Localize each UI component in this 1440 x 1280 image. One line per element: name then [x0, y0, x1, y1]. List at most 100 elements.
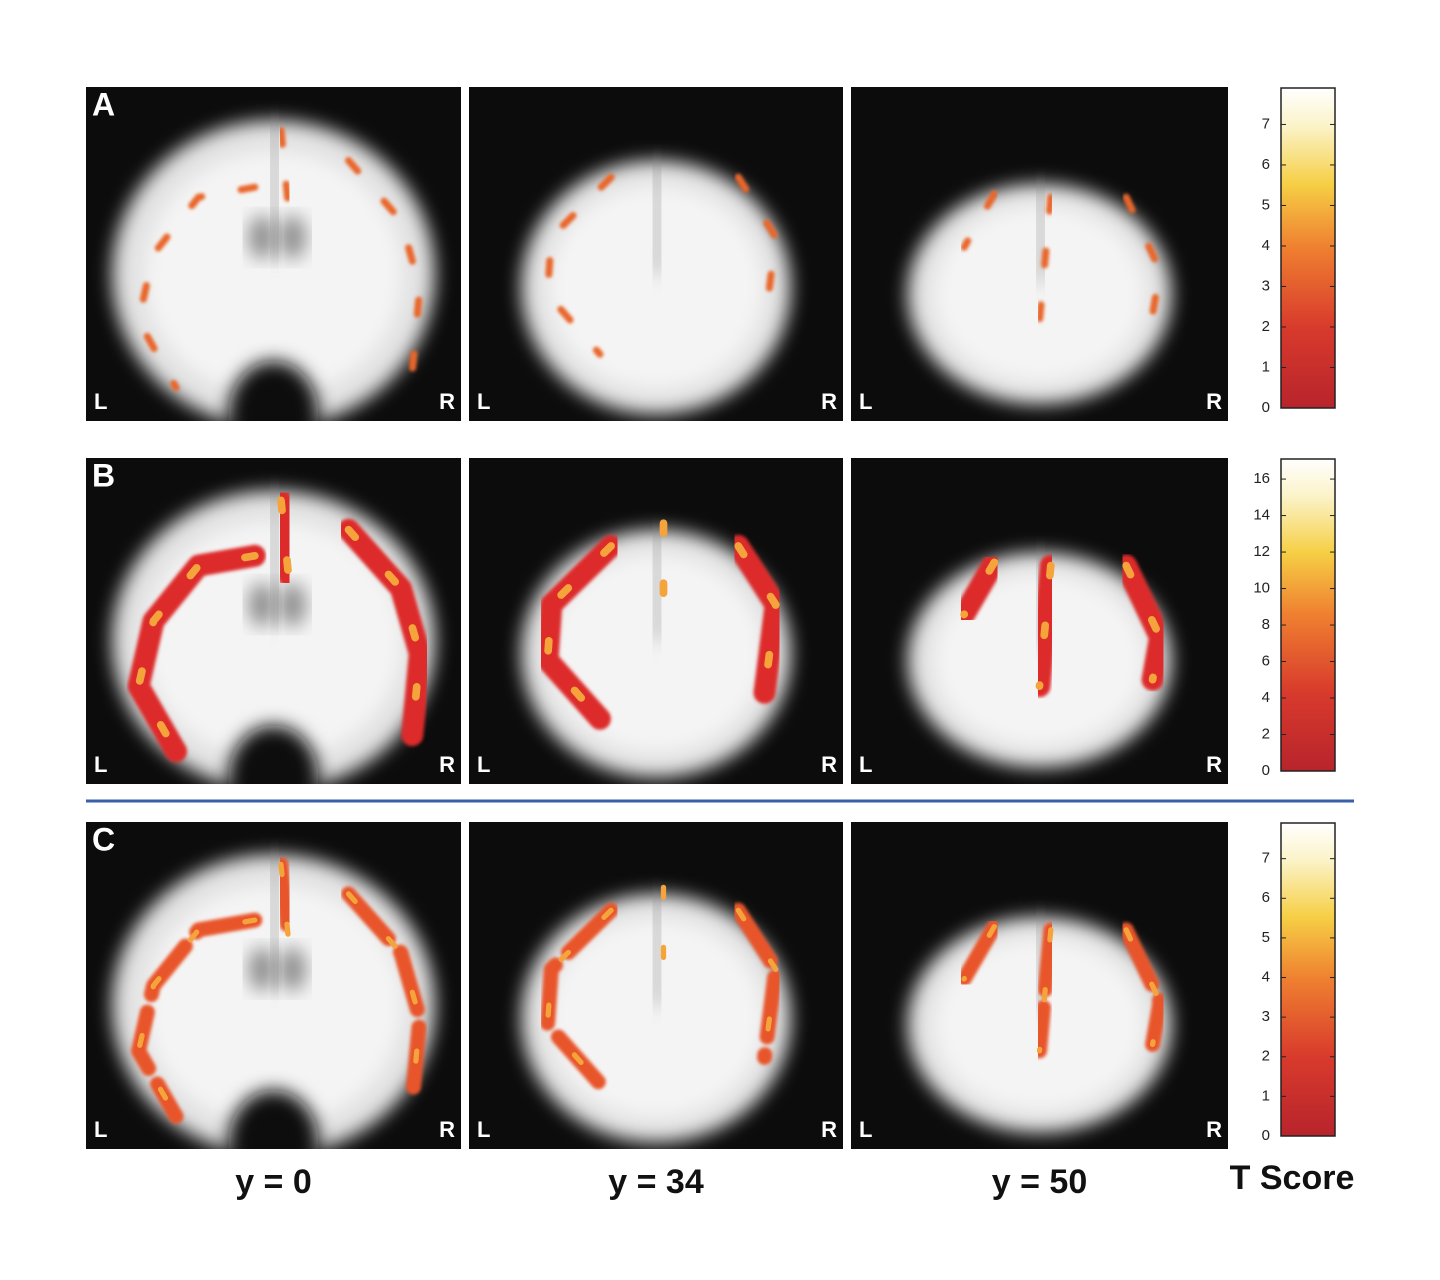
activation — [345, 157, 424, 375]
colorbar-tick-label: 2 — [1262, 1048, 1270, 1065]
brain-core — [144, 884, 403, 1126]
activation-peak — [734, 542, 780, 697]
side-label-left: L — [859, 752, 872, 777]
side-label-right: R — [439, 389, 455, 414]
activation-peak — [345, 891, 423, 1103]
brain-core — [548, 554, 764, 753]
activation-peak — [960, 558, 999, 619]
activation-peak — [961, 923, 997, 982]
brain-panel: L R A — [86, 86, 461, 421]
activation-peak — [344, 525, 424, 739]
colorbar-tick-label: 4 — [1262, 237, 1270, 254]
brain-core — [548, 918, 764, 1118]
brain-image — [907, 551, 1172, 768]
side-label-left: L — [477, 389, 490, 414]
midline — [271, 120, 278, 259]
row-label: A — [92, 86, 115, 122]
colorbar — [1280, 87, 1336, 409]
colorbar-tick-label: 10 — [1253, 580, 1270, 597]
midline — [1037, 183, 1044, 284]
colorbar-tick-label: 3 — [1262, 1008, 1270, 1025]
side-label-right: R — [1206, 389, 1222, 414]
ventricle — [248, 582, 277, 627]
side-label-right: R — [439, 752, 455, 777]
colorbar-tick-label: 4 — [1262, 968, 1270, 985]
brain-panel: L R B — [86, 457, 461, 784]
activation-peak — [135, 917, 258, 1119]
brain-core — [144, 520, 403, 761]
brain-image — [521, 512, 791, 778]
column-label: y = 0 — [235, 1163, 312, 1201]
activation-peak — [278, 861, 292, 943]
activation — [1118, 922, 1168, 1052]
colorbar — [1280, 822, 1336, 1137]
activation-peak — [1035, 561, 1055, 691]
side-label-left: L — [94, 1117, 107, 1142]
activation — [277, 126, 292, 211]
notch — [228, 360, 319, 421]
activation — [734, 173, 780, 331]
colorbar-tick-label: 0 — [1262, 762, 1270, 779]
activation — [135, 183, 259, 392]
row-label: C — [92, 821, 115, 857]
brain-image — [112, 120, 435, 421]
side-label-left: L — [859, 1117, 872, 1142]
colorbar-title: T Score — [1230, 1159, 1355, 1197]
side-label-right: R — [821, 752, 837, 777]
activation-peak — [735, 907, 779, 1061]
ventricle — [278, 947, 307, 992]
side-label-right: R — [439, 1117, 455, 1142]
colorbar-tick-label: 1 — [1262, 1087, 1270, 1104]
side-label-left: L — [477, 1117, 490, 1142]
brain-core — [144, 151, 403, 397]
ventricle — [278, 215, 307, 260]
activation-peak — [544, 907, 614, 1087]
colorbar-tick-label: 14 — [1253, 507, 1270, 524]
brain-image — [521, 879, 791, 1143]
side-label-right: R — [1206, 752, 1222, 777]
activation — [1122, 193, 1164, 318]
column-label: y = 50 — [992, 1163, 1087, 1201]
activation — [544, 173, 615, 358]
side-label-left: L — [94, 389, 107, 414]
activation-peak — [277, 496, 293, 580]
colorbar-tick-label: 12 — [1253, 543, 1270, 560]
colorbar-tick-label: 6 — [1262, 652, 1270, 669]
colorbar-tick-label: 0 — [1262, 399, 1270, 416]
activation — [1036, 193, 1055, 325]
colorbar-tick-label: 16 — [1253, 470, 1270, 487]
activation-peak — [543, 542, 615, 723]
ventricle — [278, 582, 307, 627]
brain-image — [112, 854, 435, 1149]
midline — [271, 490, 278, 626]
activation — [960, 190, 998, 251]
ventricle — [248, 215, 277, 260]
colorbar-tick-label: 8 — [1262, 616, 1270, 633]
notch — [228, 1090, 319, 1149]
column-label: y = 34 — [608, 1163, 704, 1201]
colorbar-tick-label: 7 — [1262, 850, 1270, 867]
colorbar-tick-label: 5 — [1262, 196, 1270, 213]
colorbar-tick-label: 1 — [1262, 358, 1270, 375]
midline — [271, 854, 278, 991]
side-label-left: L — [477, 752, 490, 777]
colorbar-tick-label: 7 — [1262, 115, 1270, 132]
side-label-right: R — [821, 1117, 837, 1142]
colorbar-tick-label: 0 — [1262, 1127, 1270, 1144]
brain-core — [548, 185, 764, 389]
colorbar-tick-label: 2 — [1262, 318, 1270, 335]
brain-core — [933, 205, 1146, 383]
brain-image — [907, 183, 1172, 405]
colorbar-tick-label: 2 — [1262, 725, 1270, 742]
colorbar — [1280, 458, 1336, 772]
colorbar-tick-label: 6 — [1262, 889, 1270, 906]
colorbar-tick-label: 4 — [1262, 689, 1270, 706]
activation-peak — [134, 551, 259, 756]
notch — [228, 725, 319, 784]
